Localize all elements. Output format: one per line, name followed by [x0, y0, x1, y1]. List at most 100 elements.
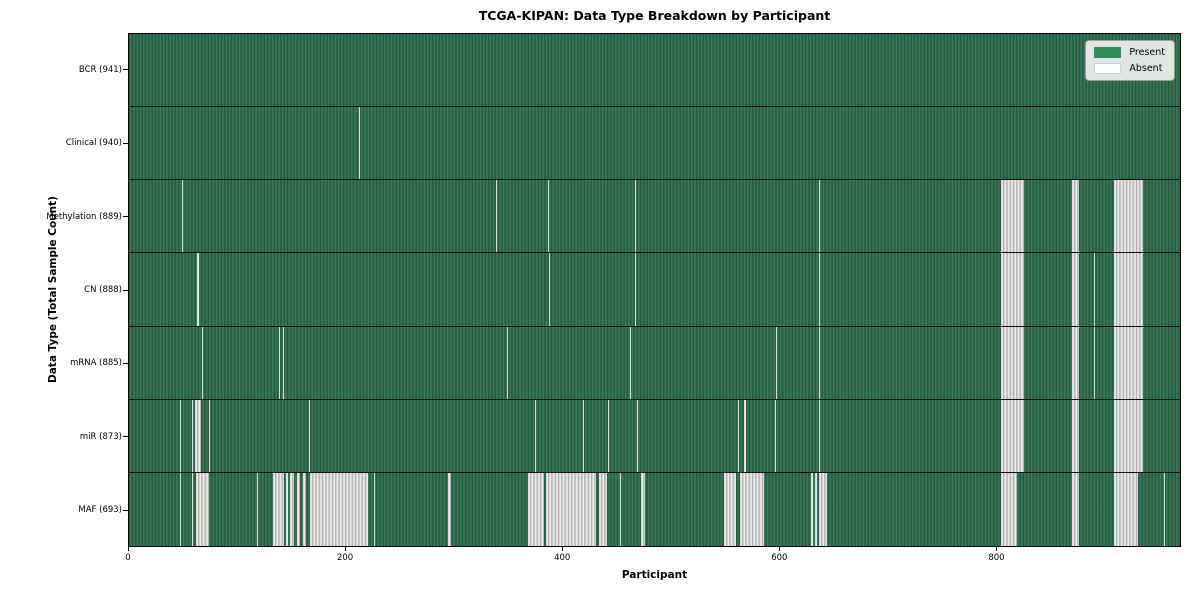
absent-segment — [548, 180, 550, 253]
absent-segment — [819, 472, 827, 546]
chart-title: TCGA-KIPAN: Data Type Breakdown by Parti… — [478, 8, 831, 23]
absent-segment — [196, 472, 210, 546]
absent-segment — [1113, 180, 1144, 253]
absent-segment — [723, 472, 736, 546]
x-tick-label: 600 — [771, 553, 788, 563]
y-tickmark — [123, 436, 128, 438]
absent-segment — [496, 180, 498, 253]
absent-segment — [282, 326, 284, 399]
absent-segment — [1071, 326, 1080, 399]
absent-segment — [1001, 326, 1024, 399]
legend-label-present: Present — [1129, 47, 1165, 58]
absent-segment — [819, 399, 821, 472]
absent-segment — [1094, 326, 1096, 399]
absent-segment — [740, 472, 764, 546]
absent-segment — [308, 399, 310, 472]
y-tick-label-maf: MAF (693) — [78, 505, 122, 516]
absent-segment — [1113, 253, 1144, 326]
absent-segment — [599, 472, 607, 546]
x-tickmark — [562, 547, 564, 551]
absent-segment — [1071, 472, 1080, 546]
heatmap-row-clinical — [129, 107, 1180, 181]
y-tick-label-mir: miR (873) — [79, 431, 122, 442]
y-tick-label-methylation: Methylation (889) — [46, 211, 122, 222]
y-tickmark — [123, 509, 128, 511]
absent-segment — [373, 472, 375, 546]
x-axis-title: Participant — [621, 569, 688, 581]
absent-segment — [744, 399, 746, 472]
y-axis-tickmarks — [123, 33, 128, 547]
x-tick-label: 200 — [336, 553, 354, 563]
x-tickmark — [996, 547, 998, 551]
absent-segment — [195, 399, 201, 472]
y-tickmark — [123, 69, 128, 71]
absent-segment — [191, 472, 193, 546]
x-tickmark — [128, 547, 129, 551]
absent-segment — [737, 399, 739, 472]
absent-segment — [814, 472, 817, 546]
x-axis-tick-labels: 0 200 400 600 800 — [125, 553, 1181, 565]
absent-segment — [179, 399, 181, 472]
legend: Present Absent — [1085, 40, 1175, 81]
absent-segment — [607, 399, 609, 472]
absent-segment — [1113, 472, 1138, 546]
absent-segment — [641, 472, 645, 546]
absent-segment — [819, 253, 821, 326]
y-tickmark — [123, 289, 128, 291]
heatmap-row-maf — [129, 472, 1180, 546]
absent-segment — [182, 180, 184, 253]
x-axis-tickmarks — [128, 547, 1181, 552]
absent-segment — [819, 326, 821, 399]
absent-segment — [1001, 253, 1024, 326]
absent-segment — [582, 399, 585, 472]
legend-swatch-present — [1094, 47, 1122, 58]
heatmap-row-cn — [129, 253, 1180, 327]
absent-segment — [447, 472, 451, 546]
absent-segment — [527, 472, 544, 546]
absent-segment — [819, 180, 821, 253]
legend-label-absent: Absent — [1129, 63, 1163, 74]
legend-entry-absent: Absent — [1094, 63, 1165, 74]
absent-segment — [774, 399, 776, 472]
absent-segment — [1113, 399, 1144, 472]
absent-segment — [1001, 472, 1018, 546]
absent-segment — [290, 472, 294, 546]
absent-segment — [201, 326, 203, 399]
absent-segment — [1071, 399, 1080, 472]
absent-segment — [1163, 472, 1165, 546]
absent-segment — [810, 472, 813, 546]
absent-segment — [775, 326, 777, 399]
absent-segment — [634, 253, 637, 326]
legend-entry-present: Present — [1094, 47, 1165, 58]
y-tickmark — [123, 216, 128, 218]
absent-segment — [629, 326, 631, 399]
y-axis-tick-labels: BCR (941) Clinical (940) Methylation (889)… — [0, 33, 122, 547]
x-tick-label: 400 — [554, 553, 571, 563]
absent-segment — [634, 180, 637, 253]
absent-segment — [209, 399, 211, 472]
absent-segment — [358, 107, 360, 180]
absent-segment — [191, 399, 193, 472]
heatmap-row-mrna — [129, 326, 1180, 400]
x-tickmark — [345, 547, 347, 551]
absent-segment — [1113, 326, 1144, 399]
absent-segment — [273, 472, 284, 546]
heatmap-row-mir — [129, 399, 1180, 473]
absent-segment — [1001, 399, 1024, 472]
absent-segment — [278, 326, 280, 399]
absent-segment — [637, 399, 639, 472]
x-tick-label: 0 — [125, 553, 131, 563]
legend-swatch-absent — [1094, 63, 1122, 74]
heatmap-row-bcr — [129, 34, 1180, 108]
y-tick-label-cn: CN (888) — [84, 285, 122, 295]
absent-segment — [303, 472, 306, 546]
plot-area: Present Absent — [128, 33, 1181, 547]
y-tickmark — [123, 142, 128, 144]
absent-segment — [549, 253, 551, 326]
absent-segment — [507, 326, 509, 399]
y-tick-label-mrna: mRNA (885) — [70, 358, 122, 369]
absent-segment — [197, 253, 200, 326]
absent-segment — [1094, 253, 1096, 326]
absent-segment — [179, 472, 181, 546]
absent-segment — [1071, 253, 1080, 326]
